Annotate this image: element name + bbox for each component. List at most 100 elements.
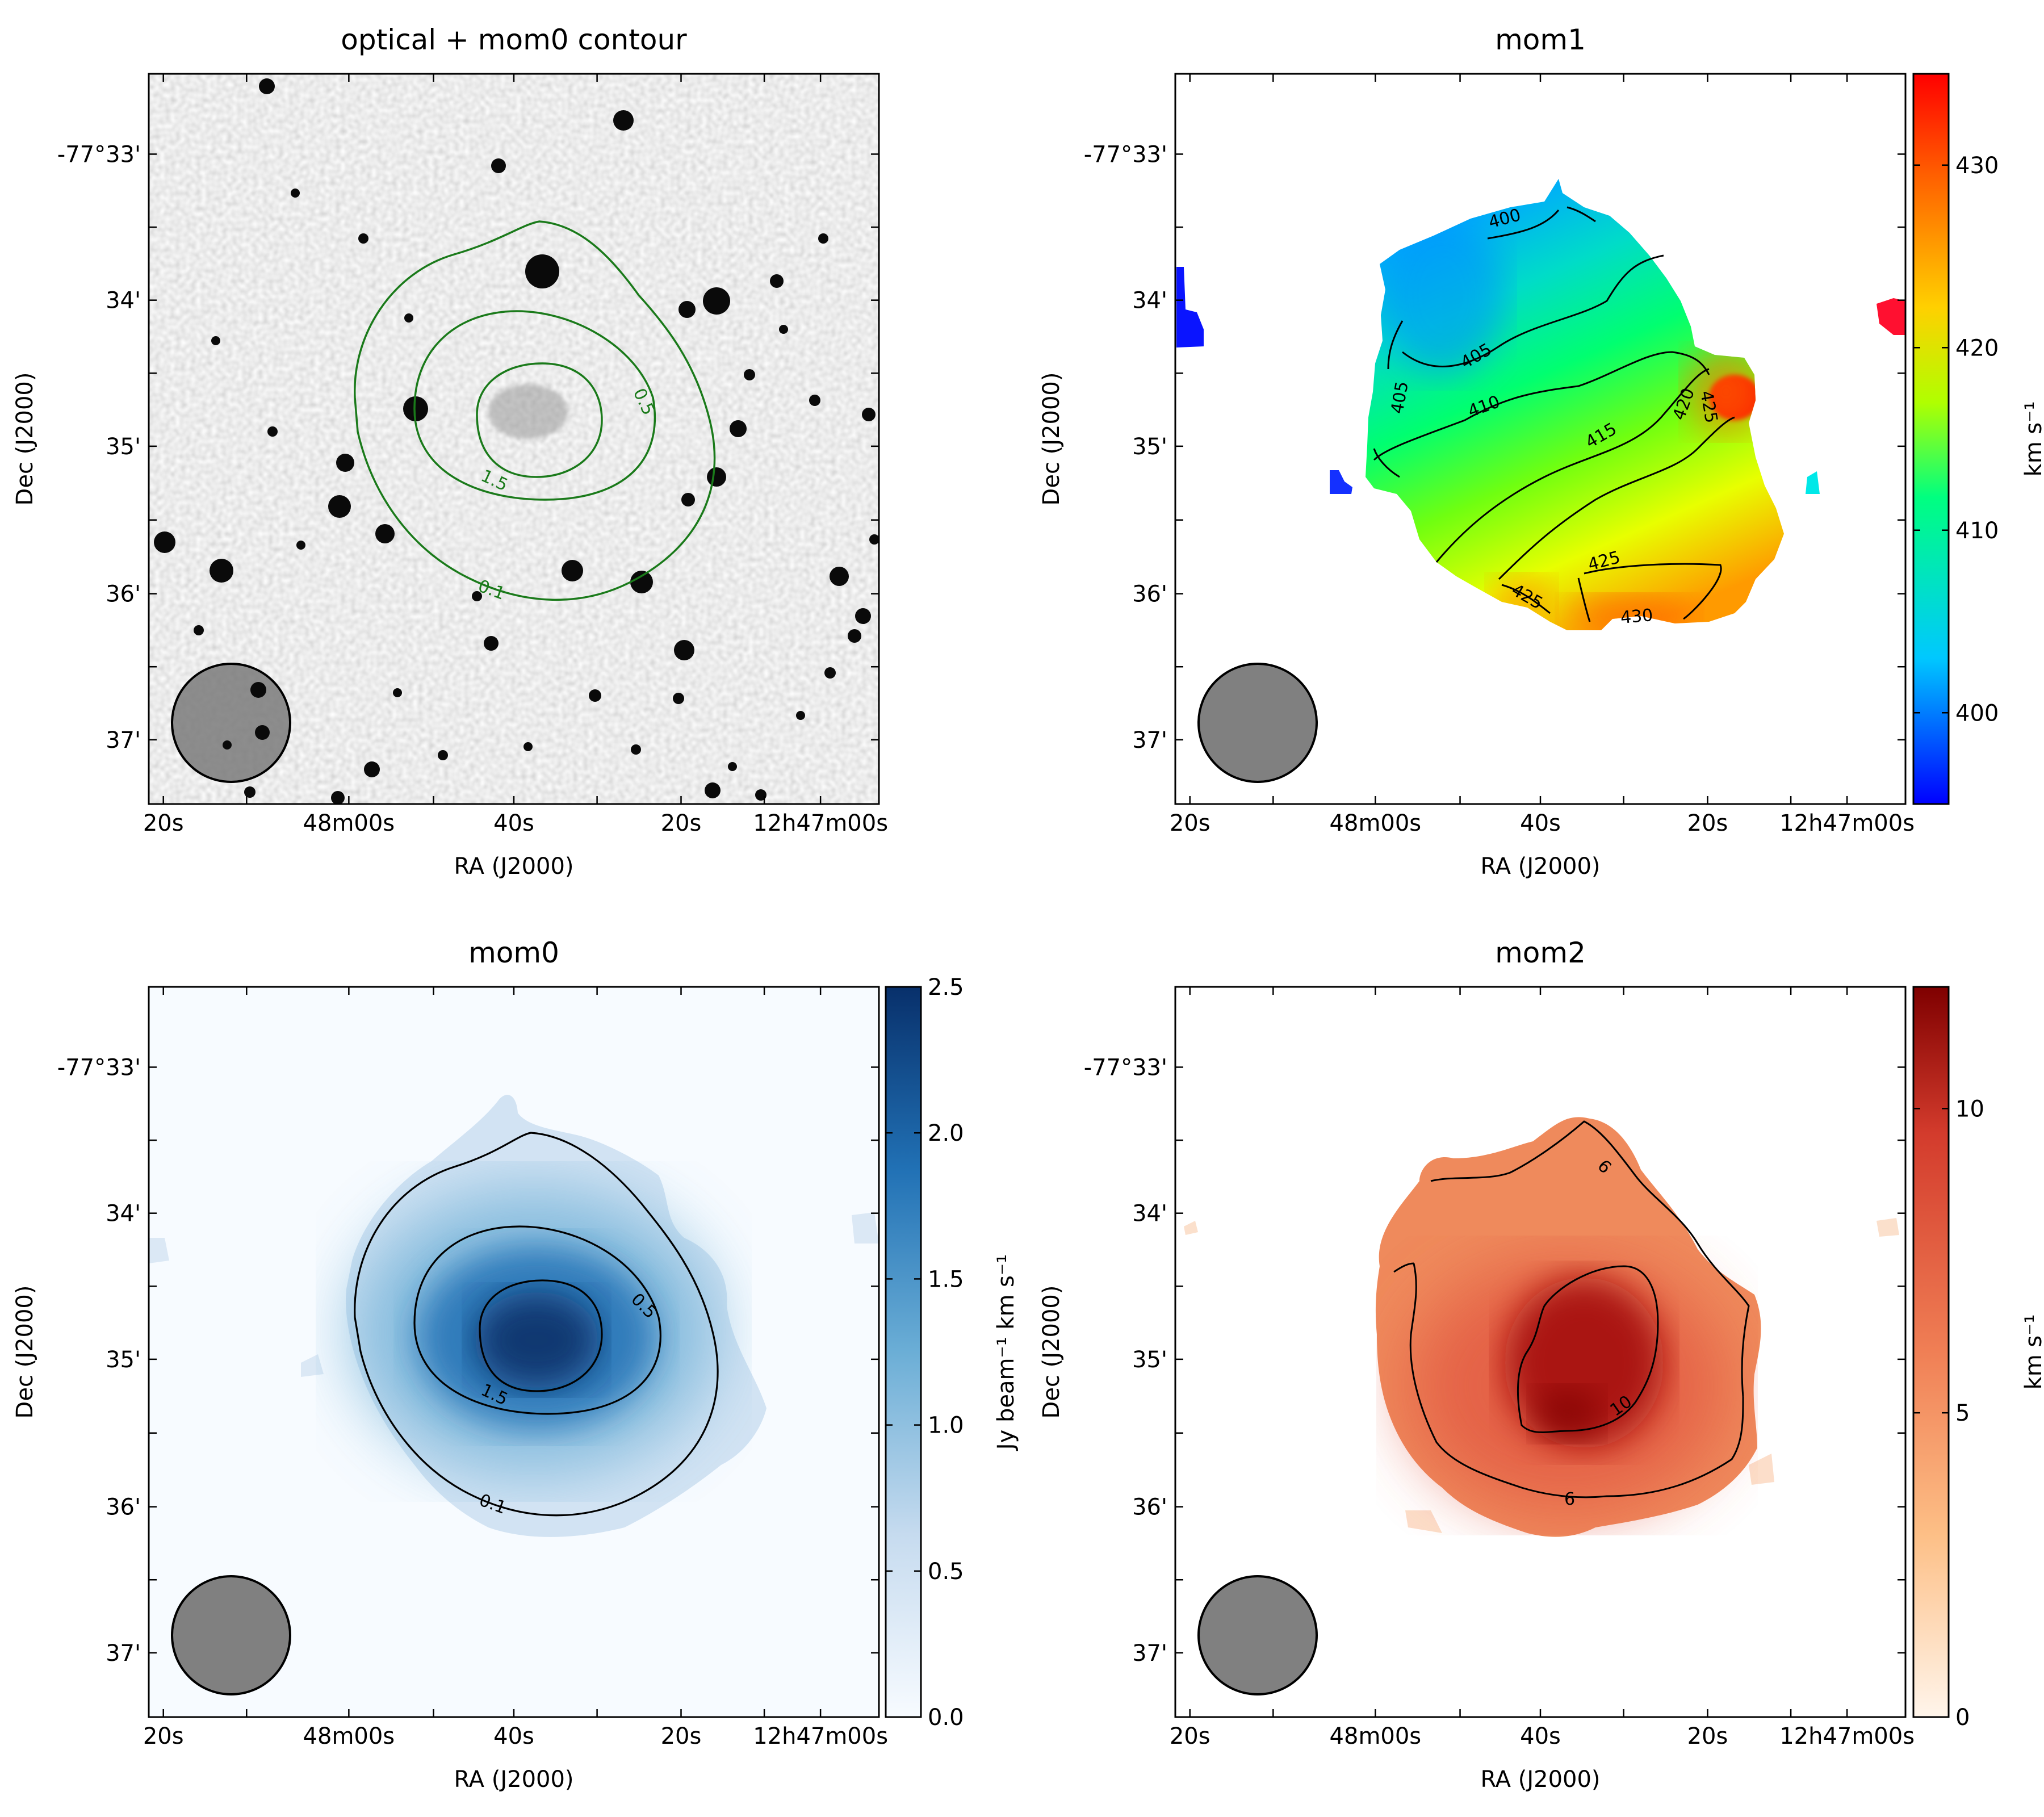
mom1-label-430: 430 xyxy=(1620,605,1654,628)
colorbar-ticks-mom1 xyxy=(1913,164,1949,714)
y-tick-label: 35' xyxy=(1132,1347,1167,1373)
x-tick-label: 40s xyxy=(1520,1723,1561,1749)
mom2-colorbar xyxy=(1912,986,1950,1718)
panel-optical-title: optical + mom0 contour xyxy=(341,23,687,56)
x-tick-label: 12h47m00s xyxy=(753,1723,888,1749)
x-tick-label: 20s xyxy=(661,1723,702,1749)
y-axis-label: Dec (J2000) xyxy=(12,372,38,506)
panel-mom1: 400 405 405 410 415 420 425 425 425 430 … xyxy=(1174,23,1950,805)
colorbar-tick-label: 2.5 xyxy=(928,974,964,1000)
x-tick-label: 20s xyxy=(1170,1723,1211,1749)
colorbar-tick-label: 0.5 xyxy=(928,1559,964,1585)
y-tick-label: -77°33' xyxy=(1084,1054,1167,1081)
mom0-emission-core xyxy=(474,1292,599,1388)
y-tick-label: 34' xyxy=(1132,288,1167,314)
axes-mom0 xyxy=(149,987,879,1717)
y-tick-label: 37' xyxy=(1132,727,1167,753)
panel-mom1-title: mom1 xyxy=(1495,23,1586,56)
x-tick-label: 12h47m00s xyxy=(1779,810,1915,836)
axes-optical xyxy=(149,74,879,804)
x-tick-label: 40s xyxy=(493,810,534,836)
colorbar-tick-label: 1.5 xyxy=(928,1266,964,1292)
mom1-islet-mid xyxy=(1330,470,1352,494)
y-tick-label: 36' xyxy=(1132,581,1167,608)
mom0-contours-green xyxy=(354,220,716,601)
colorbar-label: Jy beam⁻¹ km s⁻¹ xyxy=(993,1254,1019,1451)
y-tick-label: 36' xyxy=(106,581,141,608)
mom1-islet-left xyxy=(1176,267,1204,348)
x-axis-label: RA (J2000) xyxy=(1480,853,1600,880)
mom0-colorbar xyxy=(885,986,922,1718)
colorbar-tick-label: 410 xyxy=(1955,518,1999,544)
colorbar-tick-label: 420 xyxy=(1955,335,1999,361)
colorbar-label: km s⁻¹ xyxy=(2021,1314,2044,1390)
y-tick-label: 36' xyxy=(1132,1494,1167,1521)
x-tick-label: 20s xyxy=(1687,1723,1728,1749)
y-tick-label: 35' xyxy=(106,1347,141,1373)
x-tick-label: 20s xyxy=(143,1723,184,1749)
x-axis-label: RA (J2000) xyxy=(1480,1766,1600,1793)
mom1-islet-cyan xyxy=(1806,471,1820,494)
x-tick-label: 40s xyxy=(493,1723,534,1749)
mom1-colorbar xyxy=(1912,73,1950,805)
beam-ellipse xyxy=(1197,1575,1318,1695)
x-tick-label: 48m00s xyxy=(1330,1723,1422,1749)
mom1-contours xyxy=(1373,206,1735,622)
x-tick-label: 48m00s xyxy=(303,1723,395,1749)
x-tick-label: 20s xyxy=(661,810,702,836)
y-tick-label: 35' xyxy=(106,434,141,460)
x-tick-label: 48m00s xyxy=(303,810,395,836)
y-tick-label: -77°33' xyxy=(57,141,141,168)
stars-over-beam xyxy=(223,682,270,750)
y-tick-label: -77°33' xyxy=(1084,141,1167,168)
y-axis-label: Dec (J2000) xyxy=(12,1286,38,1419)
y-tick-label: -77°33' xyxy=(57,1054,141,1081)
y-axis-label: Dec (J2000) xyxy=(1038,1286,1065,1419)
y-tick-label: 34' xyxy=(106,288,141,314)
beam-ellipse xyxy=(171,663,291,783)
y-tick-label: 37' xyxy=(1132,1640,1167,1667)
x-tick-label: 12h47m00s xyxy=(1779,1723,1915,1749)
optical-stars xyxy=(154,78,879,804)
optical-galaxy-blob xyxy=(488,384,568,439)
y-tick-label: 37' xyxy=(106,727,141,753)
colorbar-ticks-mom0 xyxy=(886,986,921,1718)
x-tick-label: 20s xyxy=(143,810,184,836)
panel-optical: 0.5 1.5 0.1 optical + mom0 contour xyxy=(148,23,880,805)
colorbar-tick-label: 0 xyxy=(1955,1705,1970,1731)
mom0-contours xyxy=(354,1132,719,1517)
y-tick-label: 36' xyxy=(106,1494,141,1521)
x-tick-label: 20s xyxy=(1170,810,1211,836)
y-tick-label: 34' xyxy=(106,1201,141,1227)
y-tick-label: 35' xyxy=(1132,434,1167,460)
colorbar-tick-label: 430 xyxy=(1955,153,1999,179)
panel-mom0-title: mom0 xyxy=(468,936,559,969)
x-tick-label: 40s xyxy=(1520,810,1561,836)
colorbar-tick-label: 10 xyxy=(1955,1096,1984,1122)
colorbar-tick-label: 0.0 xyxy=(928,1705,964,1731)
colorbar-tick-label: 1.0 xyxy=(928,1413,964,1439)
mom1-islet-right xyxy=(1877,298,1905,335)
y-tick-label: 37' xyxy=(106,1640,141,1667)
beam-ellipse xyxy=(1197,663,1318,783)
x-axis-label: RA (J2000) xyxy=(454,853,573,880)
mom2-contours xyxy=(1393,1120,1750,1498)
axes-mom1 xyxy=(1175,74,1905,804)
axes-mom2 xyxy=(1175,987,1905,1717)
colorbar-tick-label: 2.0 xyxy=(928,1120,964,1146)
x-tick-label: 48m00s xyxy=(1330,810,1422,836)
generated-axes: 20s 48m00s 40s 20s 12h47m00s -77°33' 34' 35' 36'… xyxy=(12,74,2044,1793)
x-tick-label: 12h47m00s xyxy=(753,810,888,836)
colorbar-ticks-mom2 xyxy=(1913,1108,1949,1718)
colorbar-tick-label: 5 xyxy=(1955,1400,1970,1426)
colorbar-label: km s⁻¹ xyxy=(2021,401,2044,477)
x-tick-label: 20s xyxy=(1687,810,1728,836)
panel-mom2-title: mom2 xyxy=(1495,936,1586,969)
mom2-label-6-bottom: 6 xyxy=(1564,1489,1575,1509)
panel-mom2: 6 10 6 mom2 xyxy=(1174,936,1950,1718)
panel-mom0: 0.5 1.5 0.1 mom0 xyxy=(148,936,922,1718)
y-axis-label: Dec (J2000) xyxy=(1038,372,1065,506)
x-axis-label: RA (J2000) xyxy=(454,1766,573,1793)
beam-ellipse xyxy=(171,1575,291,1695)
